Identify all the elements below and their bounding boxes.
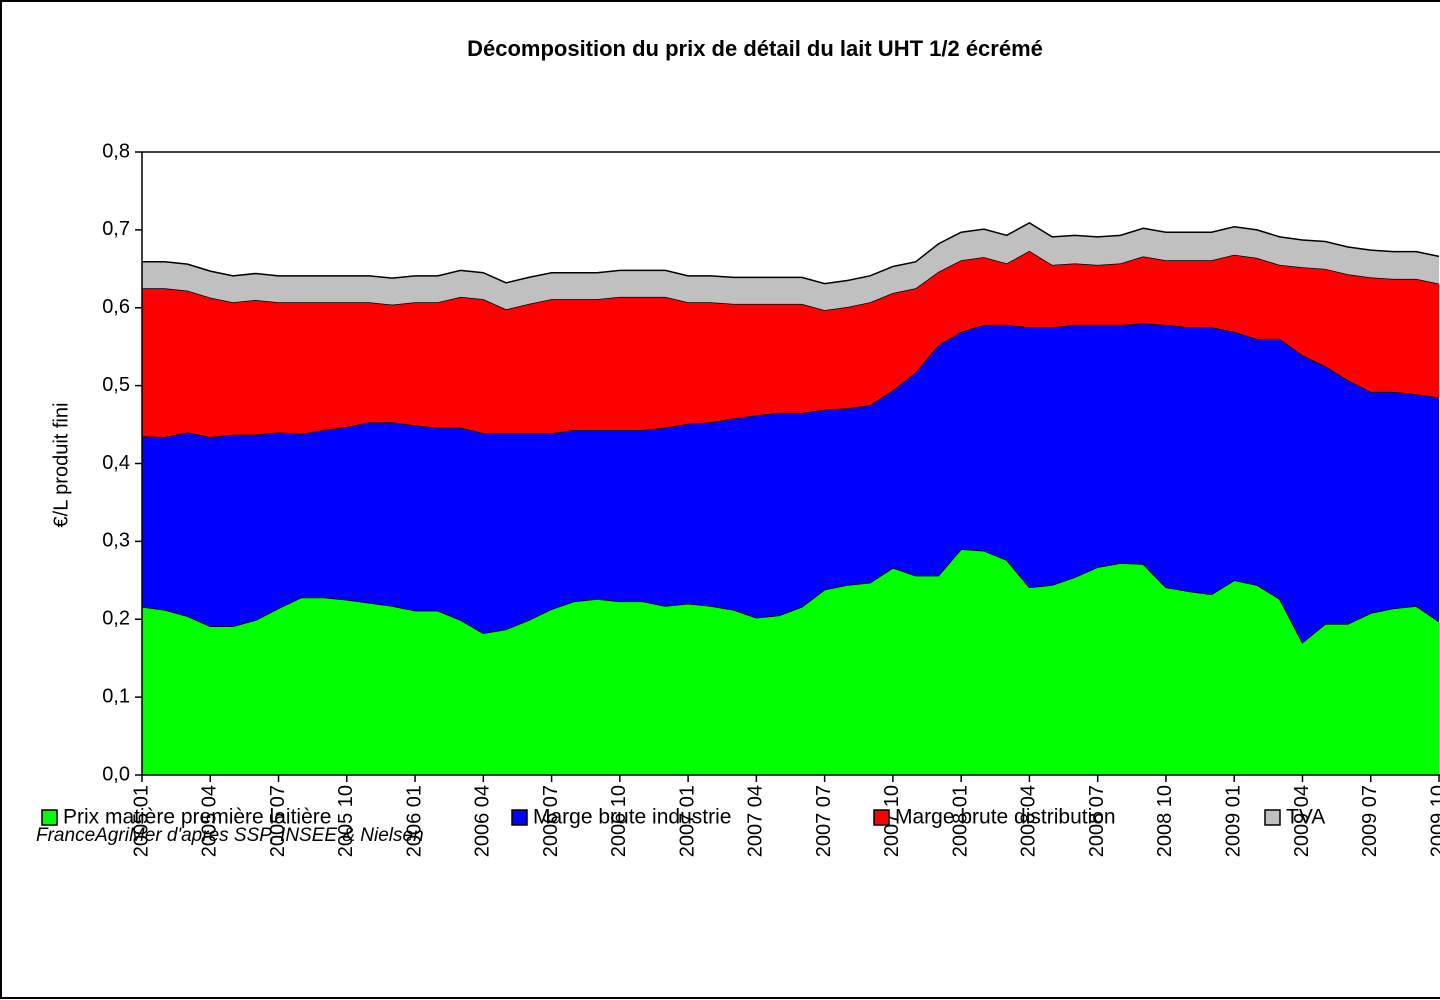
y-tick-label: 0,7 bbox=[102, 218, 130, 240]
area-edge bbox=[142, 221, 1440, 285]
legend-label: Marge brute distribution bbox=[895, 806, 1116, 829]
legend-label: TVA bbox=[1286, 806, 1325, 829]
x-tick-label: 2009 10 bbox=[1427, 785, 1440, 857]
x-tick-label: 2005 10 bbox=[335, 785, 357, 857]
source-note: FranceAgriMer d'après SSP, INSEE & Niels… bbox=[36, 825, 424, 846]
legend-swatch bbox=[511, 809, 528, 826]
y-tick-label: 0,1 bbox=[102, 685, 130, 707]
x-tick-label: 2007 04 bbox=[745, 785, 767, 857]
x-tick-label: 2009 04 bbox=[1291, 785, 1313, 857]
y-tick-label: 0,8 bbox=[102, 140, 130, 162]
legend-label: Marge brute industrie bbox=[533, 806, 731, 829]
x-tick-label: 2006 07 bbox=[540, 785, 562, 857]
x-tick-label: 2005 04 bbox=[199, 785, 221, 857]
area bbox=[142, 222, 1439, 311]
x-tick-label: 2006 10 bbox=[608, 785, 630, 857]
legend-swatch bbox=[873, 809, 890, 826]
legend-swatch bbox=[41, 809, 58, 826]
x-tick-label: 2008 10 bbox=[1154, 785, 1176, 857]
y-tick-label: 0,5 bbox=[102, 374, 130, 396]
x-tick-label: 2006 01 bbox=[403, 785, 425, 857]
y-tick-label: 0,2 bbox=[102, 608, 130, 630]
x-tick-label: 2007 07 bbox=[813, 785, 835, 857]
x-tick-label: 2006 04 bbox=[472, 785, 494, 857]
y-axis-label: €/L produit fini bbox=[50, 403, 72, 528]
chart-title: Décomposition du prix de détail du lait … bbox=[467, 36, 1043, 61]
y-tick-label: 0,6 bbox=[102, 296, 130, 318]
x-tick-label: 2008 01 bbox=[949, 785, 971, 857]
y-tick-label: 0,3 bbox=[102, 530, 130, 552]
x-tick-label: 2009 07 bbox=[1359, 785, 1381, 857]
x-tick-label: 2007 10 bbox=[881, 785, 903, 857]
y-tick-label: 0,4 bbox=[102, 452, 130, 474]
x-tick-label: 2007 01 bbox=[676, 785, 698, 857]
area bbox=[142, 323, 1439, 643]
area bbox=[142, 250, 1439, 438]
y-tick-label: 0,0 bbox=[102, 763, 130, 785]
x-tick-label: 2009 01 bbox=[1222, 785, 1244, 857]
x-tick-label: 2008 07 bbox=[1086, 785, 1108, 857]
area bbox=[142, 549, 1439, 775]
x-tick-label: 2008 04 bbox=[1018, 785, 1040, 857]
x-tick-label: 2005 01 bbox=[130, 785, 152, 857]
legend-label: Prix matière première laitière bbox=[63, 806, 331, 829]
legend-swatch bbox=[1264, 809, 1281, 826]
x-tick-label: 2005 07 bbox=[267, 785, 289, 857]
